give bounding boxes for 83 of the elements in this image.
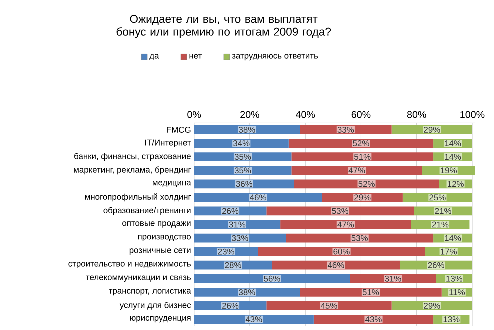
x-tick-label: 80%: [407, 111, 426, 118]
bar: [272, 260, 400, 270]
data-label: 47%: [338, 222, 354, 228]
x-tick-label: 60%: [352, 111, 371, 118]
chart-title: Ожидаете ли вы, что вам выплатят бонус или премию по итогам 2009 года?: [116, 15, 332, 38]
data-label: 35%: [234, 154, 252, 160]
x-tick-label: 100%: [460, 111, 485, 118]
data-label: 56%: [264, 276, 280, 282]
y-tick-label: услуги для бизнес: [120, 302, 192, 310]
data-label: 43%: [246, 316, 262, 322]
data-label: 33%: [338, 126, 354, 133]
y-tick-label: юриспруденция: [130, 316, 191, 323]
data-label: 13%: [446, 276, 463, 282]
data-label: 23%: [218, 248, 234, 255]
data-label: 28%: [225, 262, 242, 268]
y-tick-label: маркетинг, реклама, брендинг: [74, 166, 192, 174]
x-tick-label: 0%: [188, 111, 202, 118]
bar: [194, 274, 350, 284]
y-tick-label: образование/тренинги: [104, 207, 191, 216]
y-tick-label: IT/Интернет: [145, 139, 192, 148]
bar: [194, 288, 300, 297]
data-label: 51%: [362, 289, 380, 296]
data-label: 13%: [444, 316, 460, 322]
y-tick-label: оптовые продажи: [122, 221, 191, 228]
bar: [266, 301, 392, 310]
legend-label: нет: [190, 54, 202, 59]
data-label: 52%: [358, 181, 375, 188]
data-label: 17%: [441, 248, 457, 255]
y-tick-label: транспорт, логистика: [109, 289, 192, 296]
data-label: 60%: [334, 248, 350, 255]
data-label: 12%: [448, 181, 464, 187]
x-tick-label: 40%: [296, 111, 316, 118]
data-label: 45%: [320, 302, 338, 309]
data-label: 26%: [222, 208, 239, 214]
y-tick-label: телекоммуникации и связь: [86, 276, 191, 282]
data-label: 34%: [233, 140, 250, 146]
data-label: 19%: [441, 167, 457, 174]
data-label: 26%: [428, 262, 444, 268]
data-label: 31%: [385, 276, 402, 282]
data-label: 46%: [328, 262, 344, 268]
data-label: 29%: [354, 194, 371, 201]
data-label: 52%: [353, 140, 370, 146]
data-label: 33%: [232, 235, 248, 242]
bar: [292, 166, 422, 175]
data-label: 47%: [348, 168, 366, 174]
data-label: 46%: [250, 194, 266, 201]
data-label: 38%: [239, 126, 256, 133]
y-tick-label: розничные сети: [130, 248, 191, 255]
data-label: 21%: [435, 208, 452, 214]
legend-label: да: [150, 54, 160, 60]
data-label: 14%: [445, 140, 462, 146]
y-tick-label: банки, финансы, страхование: [74, 152, 191, 161]
x-tick-label: 20%: [240, 111, 260, 118]
data-label: 35%: [234, 167, 252, 174]
bar: [314, 314, 434, 324]
data-label: 38%: [239, 289, 256, 296]
y-tick-label: строительство и недвижимость: [68, 262, 191, 268]
data-label: 36%: [236, 181, 253, 188]
data-label: 29%: [424, 126, 440, 133]
data-label: 14%: [445, 235, 462, 242]
data-label: 51%: [354, 154, 371, 160]
data-label: 11%: [450, 289, 466, 296]
data-label: 43%: [365, 316, 382, 322]
bar: [194, 125, 300, 134]
legend-label: затрудняюсь ответить: [232, 54, 318, 60]
y-tick-label: производство: [138, 235, 191, 242]
data-label: 14%: [445, 154, 462, 160]
y-tick-label: медицина: [153, 180, 192, 188]
bar: [300, 288, 442, 297]
y-tick-label: многопрофильный холдинг: [85, 194, 192, 202]
bar: [288, 138, 434, 148]
y-tick-label: FMCG: [167, 126, 191, 133]
bar: [194, 314, 314, 324]
data-label: 26%: [222, 302, 239, 309]
data-label: 21%: [432, 222, 449, 228]
data-label: 53%: [332, 208, 349, 214]
data-label: 31%: [229, 222, 246, 228]
data-label: 29%: [424, 302, 440, 309]
data-label: 25%: [430, 194, 446, 201]
data-label: 53%: [352, 235, 368, 242]
bar: [258, 247, 426, 256]
bar: [286, 234, 434, 243]
bar: [292, 152, 434, 162]
